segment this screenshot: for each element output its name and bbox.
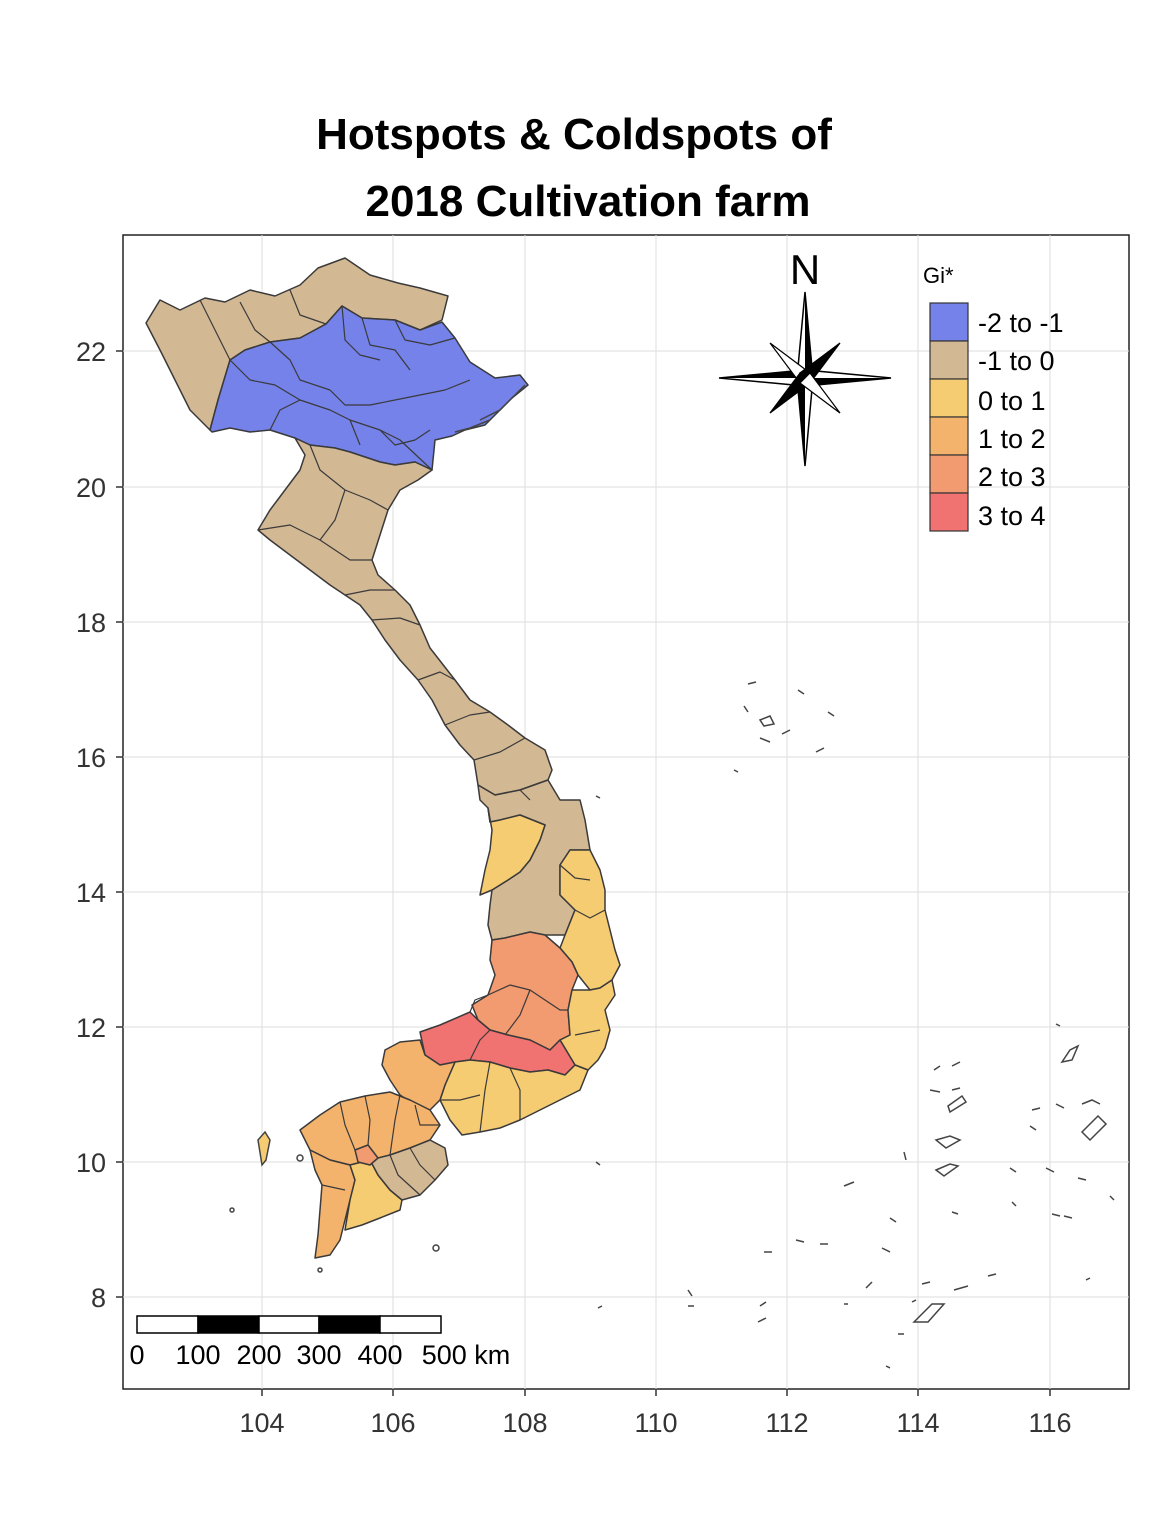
y-tick-label: 16 <box>76 743 106 773</box>
y-tick-label: 8 <box>91 1283 106 1313</box>
province-map <box>145 257 621 1259</box>
x-tick-label: 104 <box>239 1408 284 1438</box>
scale-label: 400 <box>357 1340 402 1370</box>
legend-key <box>929 340 969 380</box>
legend-label: -1 to 0 <box>978 346 1055 376</box>
region-north-blue <box>209 305 529 471</box>
legend-label: 3 to 4 <box>978 501 1046 531</box>
region-southeast-yellow <box>439 1059 589 1136</box>
region-khanhhoa-yellow <box>559 979 616 1071</box>
y-tick-label: 20 <box>76 473 106 503</box>
x-tick-label: 112 <box>765 1408 808 1438</box>
region-tayninh-orange <box>381 1039 456 1111</box>
x-tick-label: 114 <box>896 1408 939 1438</box>
map-title-line-2: 2018 Cultivation farm <box>365 177 811 226</box>
legend-key <box>929 492 969 532</box>
region-cantho-orange <box>354 1144 379 1166</box>
region-north-central-tan <box>257 437 553 796</box>
scale-label: 200 <box>236 1340 281 1370</box>
legend-label: 2 to 3 <box>978 462 1046 492</box>
y-tick-label: 18 <box>76 608 106 638</box>
scale-bar: 0 100 200 300 400 500 km <box>129 1315 511 1370</box>
map-title-line-1: Hotspots & Coldspots of <box>316 110 832 159</box>
scale-label: 500 km <box>422 1340 511 1370</box>
legend-key <box>929 416 969 456</box>
x-tick-label: 110 <box>634 1408 677 1438</box>
x-tick-label: 108 <box>502 1408 547 1438</box>
scale-label: 100 <box>175 1340 220 1370</box>
legend-key <box>929 302 969 342</box>
legend: Gi* -2 to -1 -1 to 0 0 to 1 1 to 2 2 to … <box>923 263 1064 532</box>
x-tick-label: 116 <box>1028 1408 1071 1438</box>
axis-ticks <box>116 350 1051 1396</box>
region-kontum-yellow <box>479 807 546 896</box>
y-tick-label: 12 <box>76 1013 106 1043</box>
scale-label: 300 <box>296 1340 341 1370</box>
legend-title: Gi* <box>923 263 954 288</box>
y-tick-label: 14 <box>76 878 106 908</box>
x-tick-label: 106 <box>370 1408 415 1438</box>
islands <box>229 384 1115 1369</box>
scale-label: 0 <box>129 1340 144 1370</box>
legend-label: -2 to -1 <box>978 308 1064 338</box>
legend-key <box>929 378 969 418</box>
legend-key <box>929 454 969 494</box>
north-arrow-icon: N <box>718 246 892 467</box>
region-delta-tan <box>369 1139 449 1201</box>
legend-label: 1 to 2 <box>978 424 1046 454</box>
y-tick-label: 22 <box>76 337 106 367</box>
north-label: N <box>790 246 820 293</box>
y-tick-label: 10 <box>76 1148 106 1178</box>
legend-label: 0 to 1 <box>978 386 1046 416</box>
